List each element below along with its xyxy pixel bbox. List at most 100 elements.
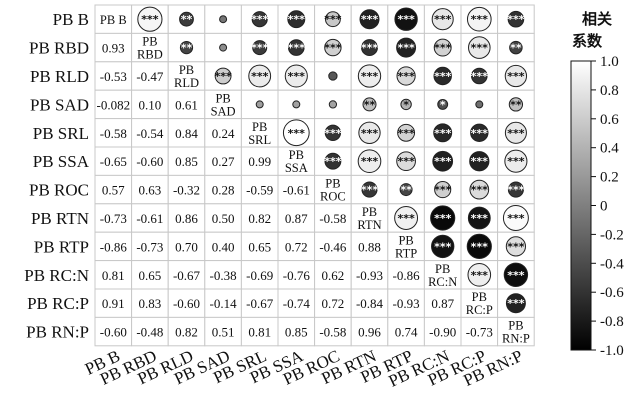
- significance-mark-0-6: ***: [324, 13, 342, 26]
- value-label-10-3: -0.14: [210, 296, 238, 311]
- correlation-circle-3-4: [255, 100, 264, 109]
- correlation-circle-1-4: [252, 40, 268, 56]
- correlation-circle-4-8: [397, 123, 416, 142]
- significance-mark-4-9: ***: [434, 127, 452, 140]
- significance-mark-7-10: ***: [471, 212, 489, 225]
- significance-mark-5-9: ***: [434, 155, 452, 168]
- significance-mark-9-11: ***: [507, 269, 525, 282]
- diagonal-label-8-0: PB: [398, 233, 413, 247]
- value-label-8-6: -0.46: [319, 239, 347, 254]
- value-label-5-0: -0.65: [100, 154, 127, 169]
- correlation-circle-4-7: [358, 121, 381, 144]
- value-label-5-1: -0.60: [136, 154, 163, 169]
- value-label-7-1: -0.61: [136, 211, 163, 226]
- correlation-circle-6-9: [434, 181, 452, 199]
- significance-mark-0-1: ***: [141, 13, 159, 26]
- value-label-3-1: 0.10: [139, 97, 162, 112]
- value-label-4-1: -0.54: [136, 126, 164, 141]
- correlation-circle-0-9: [431, 8, 454, 31]
- cell-9-1: [131, 260, 169, 290]
- significance-mark-2-7: ***: [361, 70, 379, 83]
- correlation-circle-6-7: [361, 181, 378, 198]
- correlation-circle-3-10: [475, 100, 484, 109]
- cell-11-6: [314, 316, 352, 347]
- colorbar-title-line-2: 系数: [572, 32, 603, 50]
- cell-5-3: [204, 146, 242, 176]
- diagonal-label-4-1: SRL: [248, 133, 271, 147]
- value-label-1-0: 0.93: [102, 41, 125, 56]
- cell-9-5: [277, 260, 316, 290]
- colorbar-tick-label-3: 0.4: [600, 141, 619, 157]
- significance-mark-4-10: ***: [471, 127, 489, 140]
- cell-8-0: [94, 231, 133, 262]
- row-label-2: PB RLD: [30, 67, 89, 86]
- correlation-circle-6-11: [507, 181, 524, 198]
- cell-11-5: [277, 316, 316, 347]
- value-label-10-8: -0.93: [393, 296, 420, 311]
- diagonal-label-9-1: RC:N: [428, 275, 457, 289]
- significance-mark-2-10: ***: [471, 70, 489, 83]
- correlation-circle-1-5: [288, 39, 305, 56]
- diagonal-label-11-1: RN:P: [502, 332, 530, 346]
- significance-mark-2-11: ***: [507, 70, 525, 83]
- value-label-4-2: 0.84: [175, 126, 198, 141]
- cell-11-2: [167, 316, 206, 347]
- significance-mark-6-8: **: [400, 184, 412, 197]
- value-label-10-9: 0.87: [431, 296, 454, 311]
- value-label-2-1: -0.47: [136, 69, 164, 84]
- colorbar-ticks: 1.0 0.8 0.6 0.4 0.2 0 -0.2 -0.4 -0.6 -0.8 -1.0: [591, 54, 624, 359]
- value-label-9-3: -0.38: [210, 268, 237, 283]
- significance-mark-0-10: ***: [471, 13, 489, 26]
- correlation-circle-1-6: [324, 38, 342, 57]
- significance-mark-0-7: ***: [361, 13, 379, 26]
- cell-10-5: [277, 288, 316, 318]
- cell-0-0: [94, 4, 133, 34]
- significance-mark-0-11: ***: [507, 13, 525, 26]
- diagonal-label-3-0: PB: [215, 91, 230, 105]
- value-label-9-1: 0.65: [139, 268, 162, 283]
- correlation-circle-5-8: [396, 151, 416, 172]
- cell-9-7: [350, 260, 389, 290]
- cell-3-1: [131, 89, 169, 120]
- value-label-8-1: -0.73: [136, 239, 163, 254]
- significance-mark-5-6: ***: [324, 155, 342, 168]
- cell-11-3: [204, 316, 242, 347]
- cell-7-2: [167, 203, 206, 233]
- value-label-9-6: 0.62: [322, 268, 345, 283]
- correlation-circle-5-9: [432, 150, 454, 172]
- cell-11-1: [131, 316, 169, 347]
- value-label-11-8: 0.74: [395, 325, 418, 340]
- cell-11-0: [94, 316, 133, 347]
- significance-mark-1-6: ***: [324, 42, 342, 55]
- value-label-8-7: 0.88: [358, 239, 381, 254]
- significance-mark-4-6: ***: [324, 127, 342, 140]
- value-label-6-0: 0.57: [102, 183, 125, 198]
- correlation-circle-5-6: [324, 152, 342, 170]
- value-label-11-2: 0.82: [175, 325, 198, 340]
- correlation-circle-3-9: [437, 98, 449, 110]
- value-label-8-0: -0.86: [100, 239, 128, 254]
- row-label-1: PB RBD: [29, 39, 89, 58]
- value-label-10-7: -0.84: [356, 296, 384, 311]
- value-label-11-10: -0.73: [466, 325, 493, 340]
- value-label-7-5: 0.87: [285, 211, 308, 226]
- significance-mark-7-8: ***: [397, 212, 415, 225]
- diagonal-label-10-0: PB: [472, 290, 487, 304]
- row-label-7: PB RTN: [31, 209, 89, 228]
- correlation-circle-0-7: [359, 9, 380, 30]
- colorbar-tick-label-2: 0.6: [600, 112, 619, 128]
- correlation-circle-9-11: [503, 262, 529, 287]
- diagonal-label-2-0: PB: [179, 63, 194, 77]
- cell-6-5: [277, 174, 316, 205]
- correlation-circle-0-11: [507, 10, 525, 28]
- value-label-6-2: -0.32: [173, 183, 200, 198]
- correlation-circle-1-9: [433, 38, 452, 57]
- correlation-circle-1-8: [396, 37, 417, 58]
- significance-mark-5-10: ***: [471, 155, 489, 168]
- significance-mark-4-5: ***: [288, 127, 306, 140]
- correlation-circle-8-9: [431, 234, 455, 259]
- matrix-cells: PB B *** ** *** *** *** *** *** *** *** ***0.93 PBR…: [94, 4, 535, 347]
- cell-10-8: [387, 288, 425, 318]
- correlation-circle-3-7: [362, 97, 377, 112]
- diagonal-label-0-0: PB B: [100, 13, 127, 27]
